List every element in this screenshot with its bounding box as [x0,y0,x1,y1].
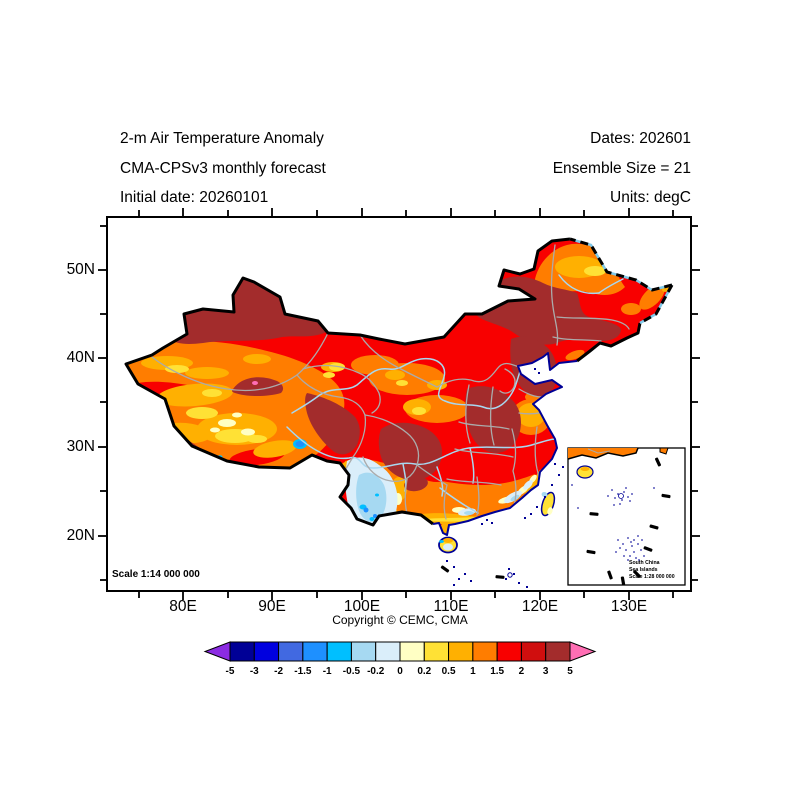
lon-label: 110E [433,598,469,615]
map-plot: Scale 1:14 000 000 South China Sea Islan… [98,208,700,600]
units-label: Units: degC [610,189,691,206]
lat-label: 50N [66,261,95,278]
colorbar: -5 -3 -2 -1.5 -1 -0.5 -0.2 0 0.2 0.5 1 1.5 2 3 5 [203,641,597,677]
colorbar-level-label: 5 [567,666,573,677]
island-ring [507,572,513,578]
figure-title-block: 2-m Air Temperature Anomaly CMA-CPSv3 mo… [120,124,326,213]
map-scale-label: Scale 1:14 000 000 [112,569,200,580]
figure-meta-block: Dates: 202601 Ensemble Size = 21 Units: … [553,124,691,213]
colorbar-level-label: -1.5 [294,666,312,677]
colorbar-level-label: 1 [470,666,476,677]
svg-text:Sea Islands: Sea Islands [629,567,658,573]
hainan-island [438,536,458,554]
coastal-islands [446,368,564,588]
colorbar-boxes [203,641,597,662]
colorbar-level-label: 1.5 [490,666,504,677]
colorbar-level-label: 0 [397,666,403,677]
extreme-anomaly-spot [252,381,258,385]
dates-label: Dates: 202601 [590,130,691,147]
axis-ticks [98,208,700,600]
copyright-label: Copyright © CEMC, CMA [332,613,468,627]
inset-coast [568,448,638,459]
colorbar-level-label: -0.2 [367,666,385,677]
taiwan-island [540,491,556,517]
colorbar-level-label: -5 [226,666,235,677]
inset-caption: South China Sea Islands Scale 1:28 000 0… [629,560,675,580]
inset-island-specks [571,484,655,561]
lat-label: 20N [66,527,95,544]
svg-text:Scale 1:28 000 000: Scale 1:28 000 000 [629,574,675,580]
colorbar-level-label: -2 [274,666,283,677]
colorbar-level-label: -0.5 [343,666,361,677]
lon-label: 120E [521,598,559,615]
coastline [432,352,578,536]
map-frame [106,216,692,592]
lon-label: 90E [258,598,286,615]
colorbar-level-label: 2 [519,666,525,677]
lat-label: 40N [66,349,95,366]
country-border [124,237,642,527]
ensemble-size-label: Ensemble Size = 21 [552,159,691,177]
figure-subtitle: CMA-CPSv3 monthly forecast [120,159,326,177]
colorbar-level-label: 0.2 [417,666,431,677]
inset-hainan [576,465,594,479]
south-china-sea-inset: South China Sea Islands Scale 1:28 000 0… [567,447,686,586]
colorbar-level-label: -3 [250,666,259,677]
initial-date-label: Initial date: 20260101 [120,189,269,206]
lon-label: 130E [610,598,648,615]
figure-title: 2-m Air Temperature Anomaly [120,130,324,147]
lon-label: 100E [343,598,381,615]
colorbar-level-label: -1 [323,666,332,677]
border-rivers [569,237,674,325]
colorbar-level-label: 3 [543,666,549,677]
colorbar-level-label: 0.5 [442,666,456,677]
colorbar-labels: -5 -3 -2 -1.5 -1 -0.5 -0.2 0 0.2 0.5 1 1.5 2 3 5 [226,666,574,677]
lon-label: 80E [169,598,197,615]
svg-text:South China: South China [629,560,660,566]
nine-dash-line-start [440,565,505,579]
nine-dash-line [586,457,671,586]
lat-label: 30N [66,438,95,455]
